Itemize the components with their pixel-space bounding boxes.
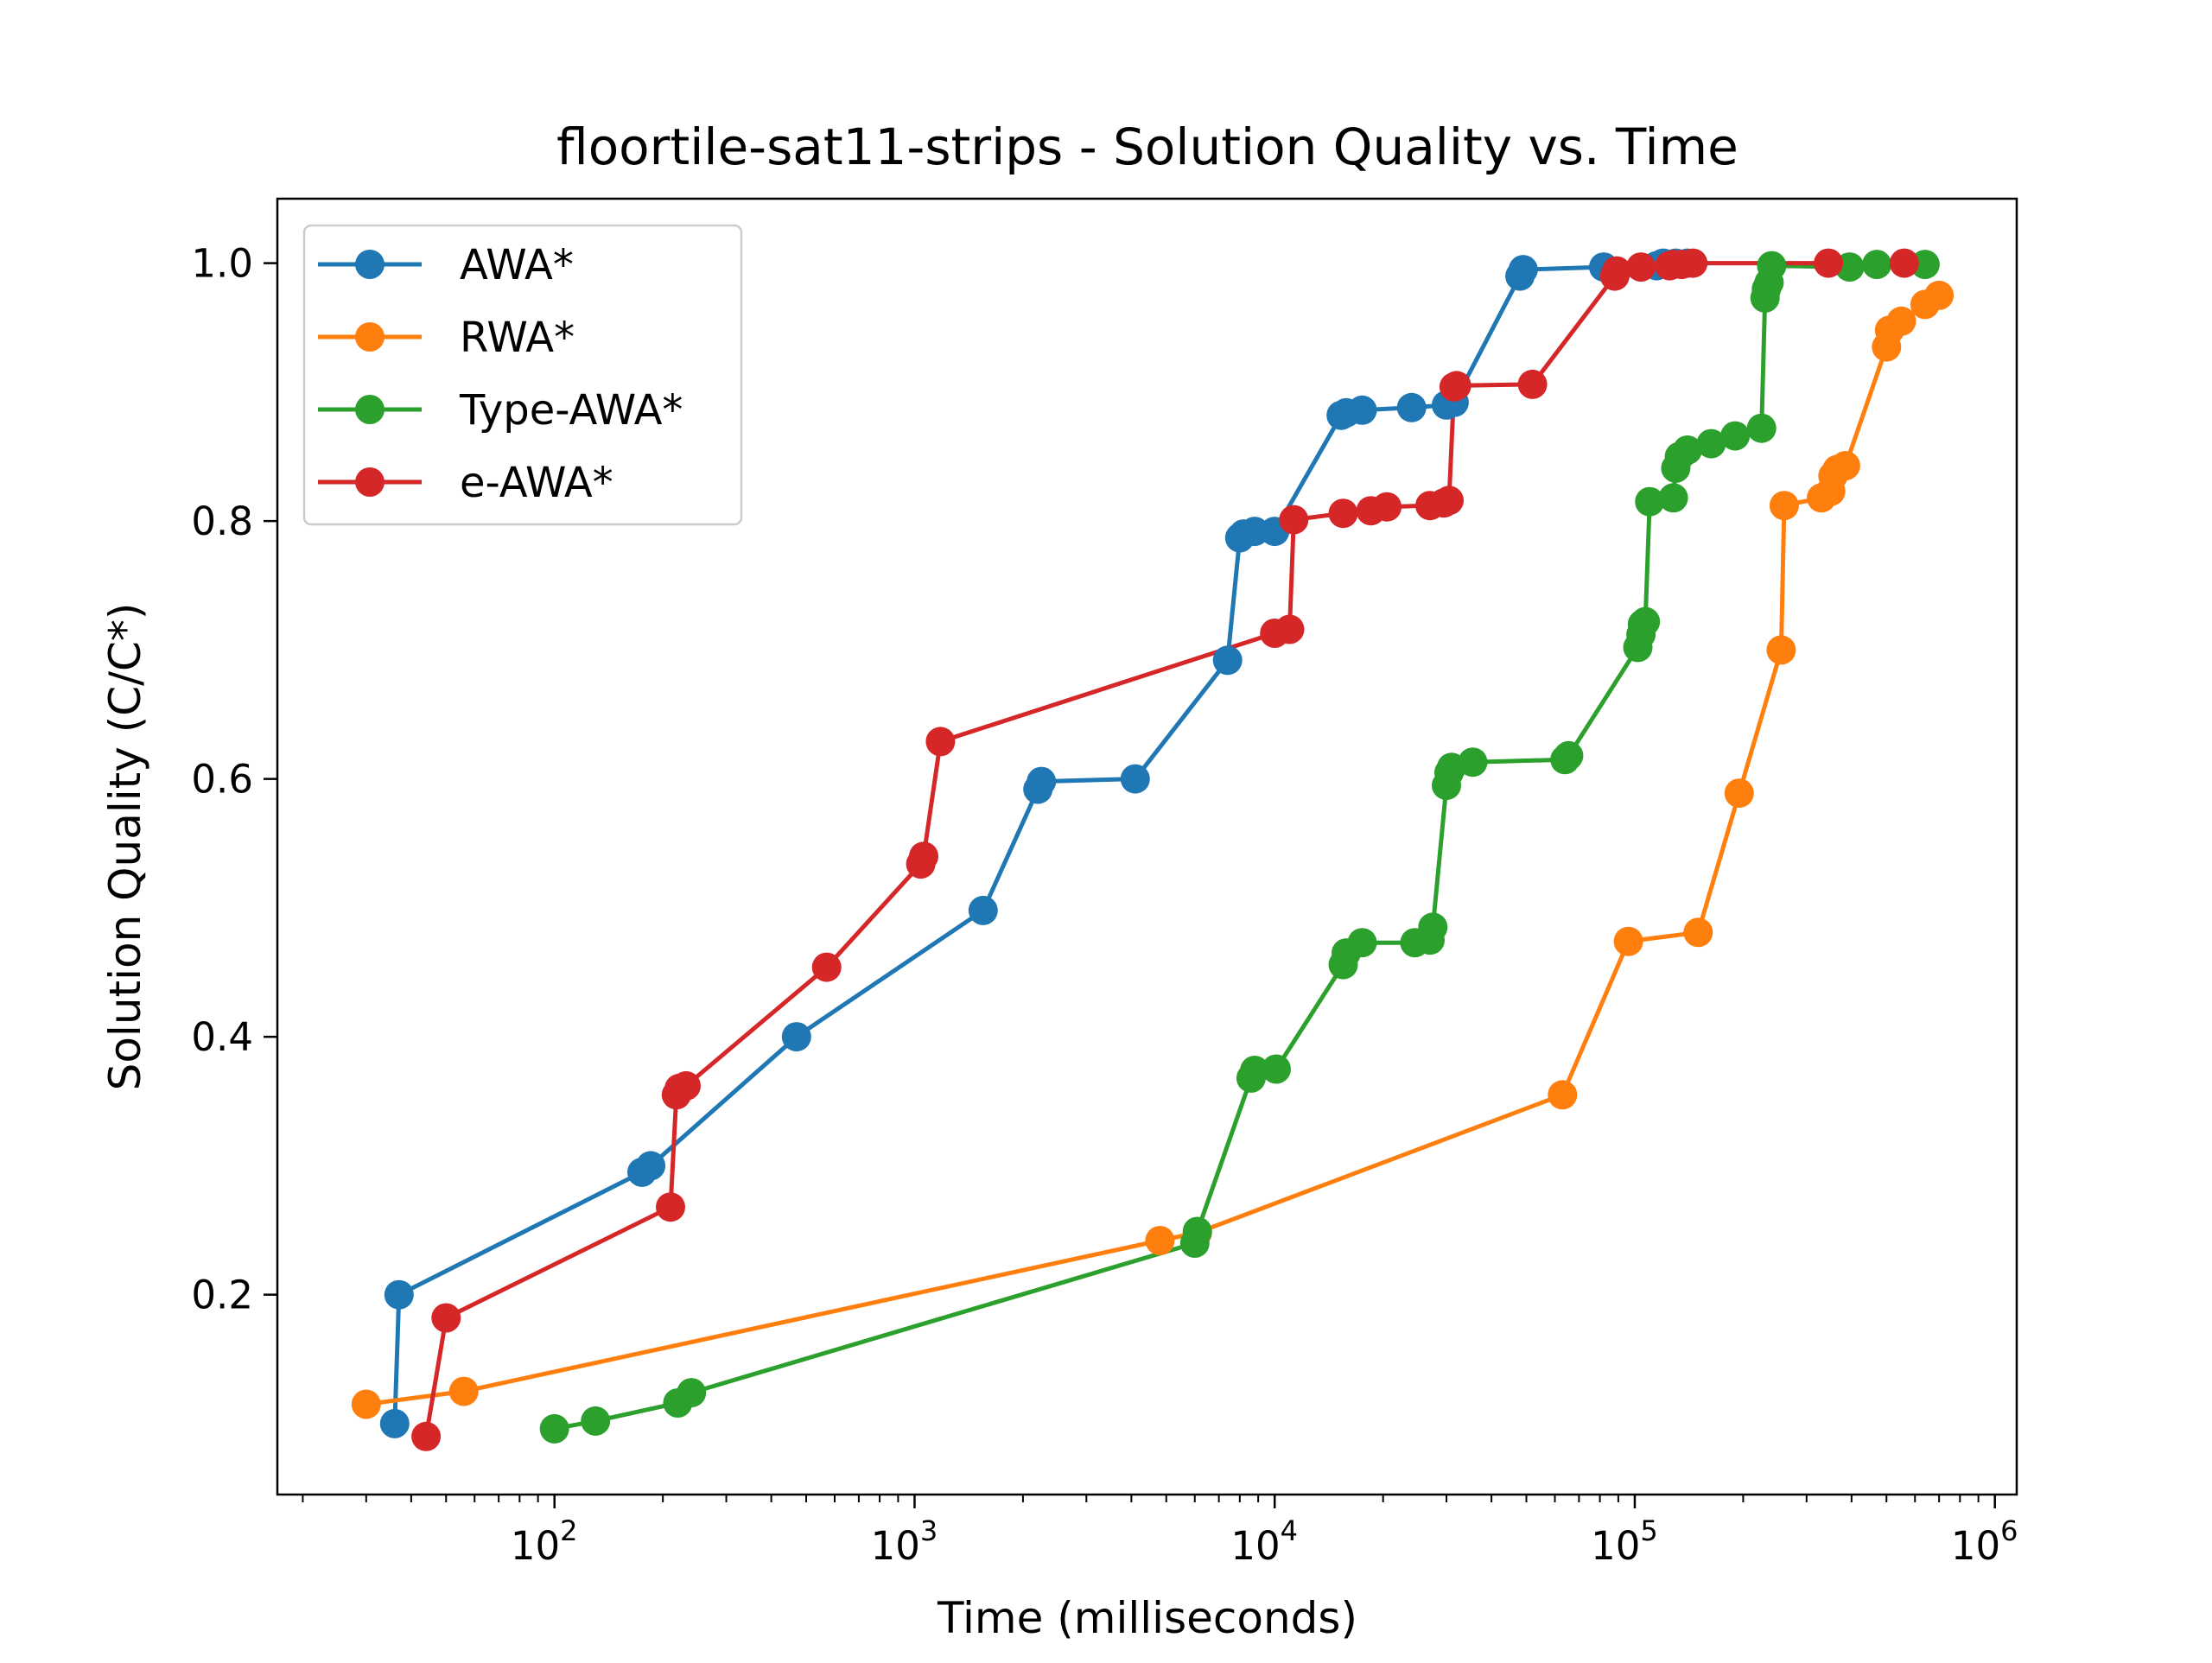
- data-point-0-17: [1396, 392, 1427, 422]
- legend-marker-0: [355, 250, 385, 279]
- data-point-0-0: [379, 1408, 410, 1438]
- legend-marker-3: [355, 467, 385, 497]
- data-point-2-7: [1240, 1056, 1270, 1085]
- legend-box: [302, 224, 743, 526]
- x-axis-label: Time (milliseconds): [937, 1593, 1357, 1643]
- y-tick-label: 0.2: [191, 1273, 253, 1318]
- data-point-0-16: [1347, 395, 1377, 425]
- data-point-2-24: [1630, 606, 1661, 637]
- data-point-1-5: [1613, 926, 1643, 956]
- plot-frame: [276, 197, 2018, 1496]
- data-point-0-8: [1120, 764, 1150, 794]
- data-point-3-0: [411, 1421, 442, 1451]
- legend-marker-2: [355, 395, 385, 424]
- data-point-1-4: [1548, 1080, 1578, 1110]
- data-point-3-8: [909, 841, 938, 872]
- data-point-1-19: [1924, 280, 1955, 310]
- x-tick-label: 106: [1951, 1514, 2018, 1569]
- data-point-2-5: [1182, 1216, 1212, 1247]
- data-point-0-9: [1212, 645, 1243, 676]
- data-point-0-4: [781, 1022, 811, 1052]
- data-point-3-11: [1274, 614, 1305, 644]
- data-point-2-20: [1554, 740, 1584, 771]
- data-point-1-7: [1724, 778, 1754, 809]
- legend: AWA* RWA* Type-AWA* e-AWA*: [302, 224, 743, 526]
- data-point-3-28: [1678, 248, 1708, 278]
- y-tick-label: 0.6: [191, 757, 253, 803]
- x-tick-label: 102: [511, 1514, 578, 1569]
- data-point-0-21: [1508, 255, 1538, 285]
- data-point-2-0: [539, 1413, 569, 1444]
- chart-title: floortile-sat11-strips - Solution Qualit…: [556, 117, 1738, 176]
- data-point-2-39: [1910, 250, 1940, 280]
- data-point-2-29: [1672, 435, 1702, 465]
- data-point-3-1: [431, 1303, 461, 1333]
- data-point-1-14: [1830, 451, 1860, 480]
- data-point-1-2: [1145, 1226, 1175, 1255]
- data-point-3-23: [1601, 256, 1631, 286]
- data-point-2-38: [1862, 250, 1892, 280]
- data-point-1-6: [1683, 917, 1713, 948]
- data-point-0-3: [636, 1151, 666, 1181]
- x-tick-label: 104: [1230, 1514, 1298, 1569]
- legend-label-0: AWA*: [460, 241, 574, 289]
- data-point-3-30: [1889, 248, 1919, 278]
- data-point-1-1: [448, 1376, 479, 1406]
- y-tick-label: 0.8: [191, 498, 253, 544]
- data-point-2-11: [1347, 928, 1377, 958]
- data-point-3-13: [1328, 498, 1358, 529]
- data-point-2-14: [1418, 912, 1448, 943]
- data-point-2-1: [581, 1406, 611, 1436]
- legend-label-1: RWA*: [460, 314, 575, 362]
- legend-marker-1: [355, 322, 385, 352]
- data-point-1-9: [1769, 491, 1799, 521]
- data-point-3-12: [1279, 505, 1309, 535]
- data-point-3-6: [811, 952, 842, 982]
- data-point-3-21: [1517, 369, 1548, 399]
- y-axis-label: Solution Quality (C/C*): [100, 603, 150, 1091]
- data-point-0-5: [968, 895, 998, 925]
- data-point-2-30: [1696, 428, 1726, 459]
- data-point-0-1: [384, 1279, 414, 1310]
- x-tick-label: 103: [871, 1514, 938, 1569]
- y-tick-label: 1.0: [191, 241, 253, 287]
- data-point-3-5: [671, 1070, 701, 1101]
- data-point-2-25: [1635, 486, 1665, 517]
- data-point-3-20: [1441, 371, 1471, 401]
- data-point-1-17: [1886, 306, 1916, 336]
- x-tick-label: 105: [1591, 1514, 1658, 1569]
- data-point-3-18: [1434, 486, 1464, 516]
- data-point-3-2: [656, 1192, 685, 1222]
- data-point-2-26: [1658, 483, 1688, 513]
- data-point-2-31: [1720, 421, 1751, 451]
- data-point-1-0: [351, 1389, 381, 1419]
- data-point-0-7: [1027, 766, 1057, 797]
- legend-label-2: Type-AWA*: [459, 386, 683, 435]
- data-point-2-3: [677, 1378, 707, 1408]
- data-point-2-36: [1757, 251, 1787, 281]
- y-tick-label: 0.4: [191, 1014, 253, 1060]
- x-axis-ticks: 102 103 104 105 106: [302, 1495, 2018, 1569]
- data-point-2-8: [1262, 1054, 1291, 1084]
- legend-label-3: e-AWA*: [460, 459, 613, 507]
- data-point-3-29: [1814, 248, 1844, 278]
- plot-markers: [351, 248, 1955, 1451]
- data-point-2-18: [1458, 747, 1488, 778]
- y-axis-ticks: 0.2 0.4 0.6 0.8 1.0: [191, 241, 277, 1318]
- data-point-2-32: [1746, 413, 1777, 443]
- data-point-1-8: [1766, 635, 1796, 665]
- data-point-3-24: [1626, 252, 1656, 282]
- data-point-3-15: [1372, 492, 1402, 522]
- data-point-3-9: [925, 727, 956, 757]
